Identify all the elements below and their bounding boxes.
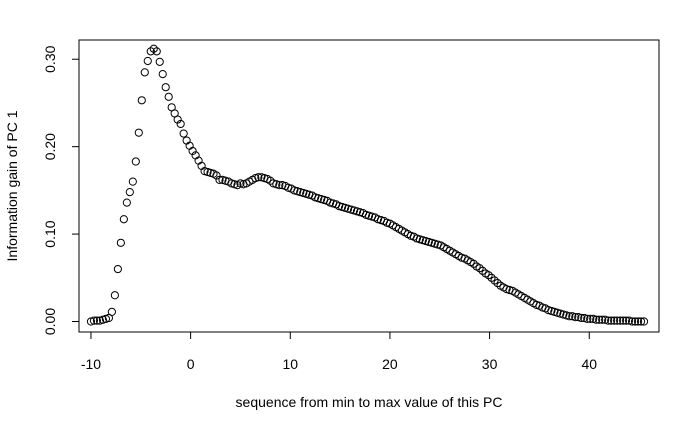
data-point — [179, 129, 188, 138]
x-tick-label: 10 — [282, 356, 298, 372]
data-point — [565, 312, 574, 321]
data-point — [639, 317, 649, 326]
data-point — [636, 317, 646, 326]
data-point — [149, 44, 158, 53]
data-point — [254, 173, 263, 182]
data-point — [125, 188, 134, 197]
data-point — [155, 57, 164, 66]
data-point — [586, 314, 595, 323]
data-points — [86, 44, 649, 326]
data-point — [490, 276, 499, 285]
x-axis-title: sequence from min to max value of this P… — [236, 394, 503, 410]
data-point — [143, 56, 152, 66]
data-point — [164, 92, 173, 101]
data-point — [478, 266, 487, 275]
y-axis: 0.00 0.10 0.20 0.30 — [42, 45, 80, 335]
data-point — [616, 316, 625, 325]
data-point — [275, 181, 284, 190]
data-point — [595, 315, 604, 324]
data-point — [633, 317, 643, 326]
x-tick-label: 40 — [581, 356, 597, 372]
data-point — [607, 316, 616, 325]
data-point — [146, 47, 155, 56]
data-point — [92, 316, 102, 325]
y-tick-label: 0.20 — [42, 133, 58, 160]
data-point — [598, 315, 607, 324]
data-point — [161, 83, 170, 92]
x-tick-label: 0 — [187, 356, 195, 372]
data-point — [134, 128, 143, 137]
data-point — [122, 198, 131, 207]
data-point — [140, 68, 149, 77]
data-point — [212, 171, 221, 180]
data-point — [493, 278, 502, 288]
data-point — [137, 96, 146, 105]
x-tick-label: -10 — [81, 356, 101, 372]
data-point — [119, 215, 128, 224]
data-point — [630, 317, 640, 326]
data-point — [173, 115, 182, 124]
data-point — [107, 307, 116, 316]
data-point — [110, 291, 119, 300]
data-point — [176, 119, 185, 129]
data-point — [215, 175, 224, 184]
data-point — [484, 271, 493, 280]
data-point — [113, 264, 122, 274]
x-axis: -10 0 10 20 30 40 — [81, 331, 597, 372]
y-tick-label: 0.00 — [42, 308, 58, 335]
data-point — [188, 146, 197, 156]
data-point — [622, 316, 631, 325]
data-point — [116, 238, 125, 247]
data-point — [131, 157, 140, 166]
data-point — [469, 259, 478, 268]
y-tick-label: 0.10 — [42, 220, 58, 247]
y-axis-title: Information gain of PC 1 — [4, 110, 20, 261]
y-tick-label: 0.30 — [42, 45, 58, 72]
data-point — [487, 273, 496, 282]
data-point — [152, 47, 161, 56]
data-point — [89, 316, 99, 325]
data-point — [610, 316, 619, 325]
data-point — [627, 317, 637, 326]
data-point — [571, 313, 580, 322]
data-point — [619, 316, 628, 325]
data-point — [583, 314, 592, 323]
x-tick-label: 20 — [382, 356, 398, 372]
data-point — [592, 315, 601, 324]
data-point — [613, 316, 622, 325]
data-point — [475, 264, 484, 273]
data-point — [604, 316, 613, 325]
data-point — [158, 69, 167, 79]
x-tick-label: 30 — [482, 356, 498, 372]
data-point — [266, 176, 275, 185]
data-point — [577, 313, 586, 323]
data-point — [128, 177, 137, 186]
